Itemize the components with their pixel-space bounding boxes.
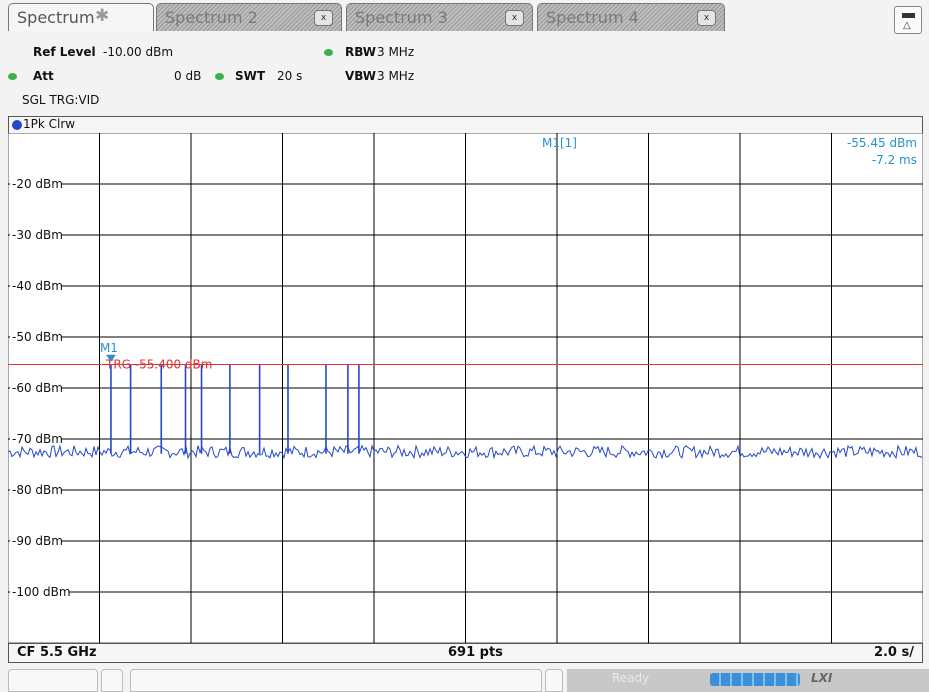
y-tick-label-background — [10, 329, 62, 344]
toolbar-icon — [902, 13, 915, 18]
trace-noise-line — [8, 444, 923, 460]
ref-level-label: Ref Level — [33, 45, 96, 59]
y-tick-label-background — [10, 533, 62, 548]
y-tick-label-background — [10, 278, 62, 293]
triangle-up-icon: △ — [903, 20, 911, 31]
close-icon[interactable]: x — [697, 10, 716, 26]
marker-readout-level: -55.45 dBm — [847, 136, 917, 150]
y-tick-label-background — [10, 176, 62, 191]
status-bar: Ready LXI — [0, 667, 929, 692]
y-tick-label: -90 dBm — [12, 534, 63, 548]
swt-value: 20 s — [277, 69, 303, 83]
trace-group — [8, 365, 923, 460]
activity-progress-bar — [710, 673, 800, 686]
tab-spectrum-label: Spectrum — [17, 8, 95, 27]
y-tick-label-background — [10, 584, 69, 599]
swt-coupled-indicator — [215, 73, 224, 80]
vbw-label: VBW — [345, 69, 377, 83]
tab-spectrum-4[interactable]: Spectrum 4 x — [537, 3, 725, 31]
y-tick-label: -20 dBm — [12, 177, 63, 191]
sweep-mode: SGL TRG:VID — [22, 93, 100, 107]
status-message-field[interactable] — [130, 669, 542, 692]
lxi-icon: LXI — [811, 671, 833, 685]
y-tick-label: -70 dBm — [12, 432, 63, 446]
status-field-2[interactable] — [101, 669, 123, 692]
toolbar-toggle-button[interactable]: △ — [894, 6, 922, 34]
att-coupled-indicator — [8, 73, 17, 80]
swt-label: SWT — [235, 69, 266, 83]
att-label: Att — [33, 69, 54, 83]
trace-header: 1Pk Clrw — [8, 116, 923, 133]
y-tick-label: -100 dBm — [12, 585, 71, 599]
y-tick-label: -80 dBm — [12, 483, 63, 497]
tab-spectrum-3[interactable]: Spectrum 3 x — [346, 3, 533, 31]
pin-icon[interactable]: ✱ — [95, 6, 110, 26]
tab-spectrum-4-label: Spectrum 4 — [546, 8, 639, 27]
y-tick-label: -50 dBm — [12, 330, 63, 344]
time-per-division: 2.0 s/ — [873, 645, 914, 660]
y-tick-label-background — [10, 431, 62, 446]
y-axis-labels: -20 dBm -30 dBm -40 dBm -50 dBm -60 dBm -70 d… — [10, 176, 71, 599]
y-tick-label-background — [10, 227, 62, 242]
y-tick-label: -30 dBm — [12, 228, 63, 242]
close-icon[interactable]: x — [314, 10, 333, 26]
tab-spectrum-3-label: Spectrum 3 — [355, 8, 448, 27]
spectrum-plot[interactable]: -20 dBm -30 dBm -40 dBm -50 dBm -60 dBm -70 d… — [8, 133, 923, 643]
rbw-label: RBW — [345, 45, 376, 59]
plot-footer: CF 5.5 GHz 691 pts 2.0 s/ — [8, 643, 923, 663]
tab-spectrum-2[interactable]: Spectrum 2 x — [156, 3, 342, 31]
rbw-value: 3 MHz — [377, 45, 415, 59]
trace-color-indicator — [12, 120, 22, 130]
sweep-points: 691 pts — [448, 645, 503, 660]
measurement-settings: Ref Level -10.00 dBm RBW 3 MHz Att 0 dB … — [0, 44, 929, 116]
y-tick-label: -40 dBm — [12, 279, 63, 293]
marker-group: M1 — [100, 341, 118, 362]
y-tick-label-background — [10, 380, 62, 395]
trace-label: 1Pk Clrw — [23, 117, 76, 131]
rbw-coupled-indicator — [324, 49, 333, 56]
status-field-1[interactable] — [8, 669, 98, 692]
marker-triangle-icon — [105, 354, 116, 362]
tab-bar: Spectrum ✱ Spectrum 2 x Spectrum 3 x Spe… — [0, 0, 929, 46]
marker-readout-time: -7.2 ms — [872, 153, 917, 167]
tab-spectrum[interactable]: Spectrum ✱ — [8, 3, 154, 31]
att-value: 0 dB — [174, 69, 202, 83]
trigger-level-label: TRG -55.400 dBm — [105, 358, 212, 372]
marker-readout-label: M1[1] — [542, 136, 577, 150]
status-field-3[interactable] — [545, 669, 563, 692]
ref-level-value: -10.00 dBm — [103, 45, 174, 59]
vbw-value: 3 MHz — [377, 69, 415, 83]
marker-label: M1 — [100, 341, 118, 355]
y-tick-label-background — [10, 482, 62, 497]
tab-spectrum-2-label: Spectrum 2 — [165, 8, 258, 27]
grid — [8, 133, 923, 643]
ready-status: Ready — [612, 671, 650, 685]
center-frequency: CF 5.5 GHz — [17, 645, 97, 660]
close-icon[interactable]: x — [505, 10, 524, 26]
y-tick-label: -60 dBm — [12, 381, 63, 395]
